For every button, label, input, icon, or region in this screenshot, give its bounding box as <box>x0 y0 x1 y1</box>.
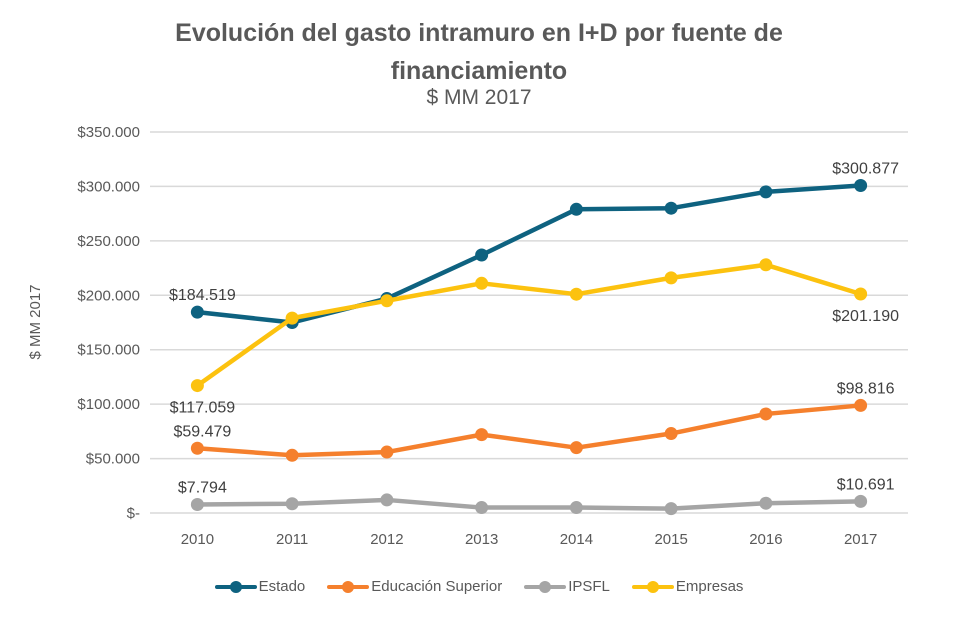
legend-item: Empresas <box>631 578 744 595</box>
legend-item: IPSFL <box>524 578 610 595</box>
data-point <box>475 276 489 290</box>
legend-line-marker-icon <box>327 580 370 594</box>
series-line <box>195 497 863 511</box>
data-label: $300.877 <box>832 160 899 177</box>
x-tick-label: 2016 <box>749 531 782 548</box>
series-line <box>195 262 863 388</box>
data-point <box>569 441 583 455</box>
gridlines <box>150 131 908 514</box>
data-label: $201.190 <box>832 308 899 325</box>
data-point <box>475 428 489 442</box>
data-point <box>569 202 583 216</box>
chart-subtitle: $ MM 2017 <box>426 86 532 109</box>
legend-label: IPSFL <box>568 578 610 595</box>
data-point <box>475 501 489 515</box>
data-point <box>759 407 773 421</box>
data-point <box>190 305 204 319</box>
data-point <box>285 448 299 462</box>
data-point <box>380 294 394 308</box>
legend: Estado Educación Superior IPSFL Empresas <box>0 578 958 595</box>
x-tick-label: 2017 <box>844 531 877 548</box>
data-labels: $184.519 $300.877 $59.479 $98.816 $7.794 $10.… <box>169 160 899 496</box>
legend-line-marker-icon <box>631 580 674 594</box>
y-tick-label: $50.000 <box>86 451 140 468</box>
data-label: $7.794 <box>178 480 227 497</box>
data-label: $184.519 <box>169 287 236 304</box>
data-point <box>759 496 773 510</box>
series-group <box>190 178 868 516</box>
legend-line-marker-icon <box>524 580 567 594</box>
data-label: $98.816 <box>837 380 895 397</box>
x-axis-ticks: 2010 2011 2012 2013 2014 2015 2016 2017 <box>181 531 878 548</box>
data-point <box>190 441 204 455</box>
x-tick-label: 2014 <box>560 531 593 548</box>
data-point <box>380 445 394 459</box>
chart-title: Evolución del gasto intramuro en I+D por… <box>0 14 958 90</box>
data-point <box>190 379 204 393</box>
data-label: $59.479 <box>173 423 231 440</box>
y-tick-label: $200.000 <box>77 287 140 304</box>
y-tick-label: $250.000 <box>77 233 140 250</box>
series-educaci-n-superior <box>190 398 868 462</box>
y-tick-label: $150.000 <box>77 342 140 359</box>
x-tick-label: 2015 <box>654 531 687 548</box>
series-line <box>195 403 863 458</box>
y-tick-label: $- <box>127 505 140 522</box>
chart-title-line-1: Evolución del gasto intramuro en I+D por… <box>175 19 783 47</box>
series-line <box>195 183 863 325</box>
data-point <box>854 287 868 301</box>
series-ipsfl <box>190 493 868 516</box>
data-point <box>854 494 868 508</box>
y-tick-label: $350.000 <box>77 124 140 141</box>
legend-label: Estado <box>258 578 306 595</box>
chart-title-line-2: financiamiento <box>390 57 568 85</box>
data-point <box>285 311 299 325</box>
data-point <box>664 502 678 516</box>
data-point <box>759 258 773 272</box>
data-point <box>664 271 678 285</box>
data-point <box>285 497 299 511</box>
data-label: $117.059 <box>170 400 236 417</box>
legend-label: Empresas <box>675 578 744 595</box>
data-point <box>190 498 204 512</box>
series-empresas <box>190 258 868 393</box>
data-label: $10.691 <box>837 476 895 493</box>
y-tick-label: $100.000 <box>77 396 140 413</box>
data-point <box>569 287 583 301</box>
legend-item: Estado <box>214 578 306 595</box>
data-point <box>380 493 394 507</box>
data-point <box>854 398 868 412</box>
data-point <box>475 248 489 262</box>
x-tick-label: 2012 <box>370 531 403 548</box>
legend-line-marker-icon <box>214 580 257 594</box>
legend-label: Educación Superior <box>371 578 503 595</box>
y-tick-label: $300.000 <box>77 178 140 195</box>
legend-item: Educación Superior <box>327 578 502 595</box>
data-point <box>664 427 678 441</box>
y-axis-title: $ MM 2017 <box>27 284 44 359</box>
series-estado <box>190 178 868 329</box>
data-point <box>759 185 773 199</box>
data-point <box>854 178 868 192</box>
data-point <box>664 201 678 215</box>
y-axis-ticks: $- $50.000 $100.000 $150.000 $200.000 $250.00… <box>77 124 140 522</box>
x-tick-label: 2011 <box>276 531 308 548</box>
x-tick-label: 2013 <box>465 531 498 548</box>
data-point <box>569 501 583 515</box>
x-tick-label: 2010 <box>181 531 214 548</box>
